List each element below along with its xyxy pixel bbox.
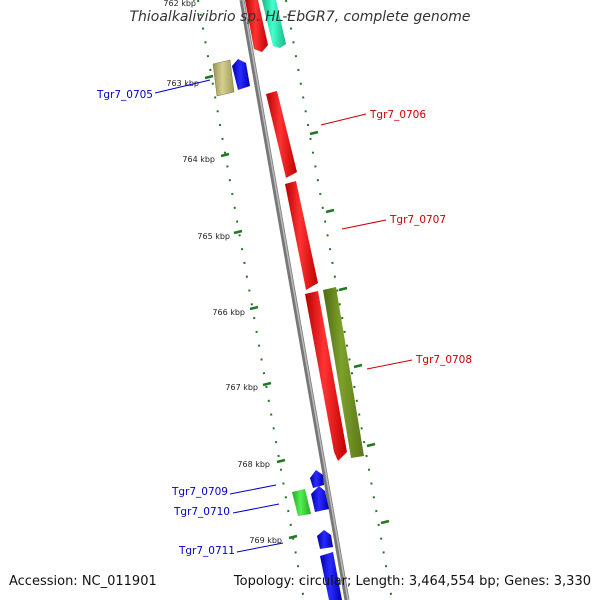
scale-label: 763 kbp [166, 79, 199, 88]
gene-teal[interactable] [262, 0, 286, 48]
gene-0705-blue[interactable] [232, 59, 250, 90]
gene-0710-blue[interactable] [311, 486, 329, 512]
scale-label: 766 kbp [212, 308, 245, 317]
scale-tick [233, 229, 243, 235]
scale-tick [220, 152, 230, 158]
gene-0705[interactable] [212, 59, 235, 97]
scale-labels: 762 kbp 763 kbp 764 kbp 765 kbp 766 kbp … [163, 0, 282, 545]
genome-backbone [239, 0, 350, 600]
scale-label: 762 kbp [163, 0, 196, 8]
scale-tick [309, 130, 319, 136]
genome-title: Thioalkalivibrio sp. HL-EbGR7, complete … [129, 9, 471, 25]
gene-label-0705[interactable]: Tgr7_0705 [96, 89, 153, 101]
scale-tick [366, 442, 376, 448]
gene-0704-red[interactable] [245, 0, 268, 52]
gene-label-0711[interactable]: Tgr7_0711 [178, 545, 235, 557]
gene-0707[interactable] [285, 181, 318, 290]
gene-0712[interactable] [320, 552, 342, 600]
connector-0709 [229, 484, 277, 495]
gene-label-0710[interactable]: Tgr7_0710 [173, 506, 230, 518]
scale-tick [204, 74, 214, 80]
gene-label-0708[interactable]: Tgr7_0708 [415, 354, 472, 366]
gene-0711[interactable] [317, 530, 333, 549]
gene-0706[interactable] [266, 91, 297, 178]
gene-label-0709[interactable]: Tgr7_0709 [171, 486, 228, 498]
scale-tick [380, 519, 390, 525]
connector-0708 [366, 359, 413, 370]
scale-tick [276, 458, 286, 464]
scale-label: 767 kbp [225, 383, 258, 392]
gene-label-0706[interactable]: Tgr7_0706 [369, 109, 426, 121]
gene-label-0707[interactable]: Tgr7_0707 [389, 214, 446, 226]
label-connectors [154, 79, 413, 553]
connector-0706 [320, 113, 367, 126]
gene-0708[interactable] [305, 291, 347, 461]
scale-label: 769 kbp [249, 536, 282, 545]
connector-0710 [232, 503, 280, 514]
connector-0711 [236, 542, 284, 553]
scale-tick [338, 286, 348, 292]
scale-label: 765 kbp [197, 232, 230, 241]
scale-tick [262, 381, 272, 387]
gene-olive[interactable] [323, 287, 364, 458]
scale-tick [249, 305, 259, 311]
scale-tick [325, 208, 335, 214]
accession-label: Accession: NC_011901 [9, 574, 157, 589]
connector-0705 [154, 79, 211, 94]
gene-0709[interactable] [310, 470, 324, 488]
scale-label: 764 kbp [182, 155, 215, 164]
connector-0707 [341, 219, 387, 230]
scale-ticks [193, 0, 390, 540]
scale-tick [288, 534, 298, 540]
scale-label: 768 kbp [237, 460, 270, 469]
scale-tick [353, 363, 363, 369]
gene-0710[interactable] [292, 489, 311, 516]
topology-label: Topology: circular; Length: 3,464,554 bp… [233, 574, 591, 589]
gene-labels: Tgr7_0705 Tgr7_0706 Tgr7_0707 Tgr7_0708 … [96, 89, 472, 557]
